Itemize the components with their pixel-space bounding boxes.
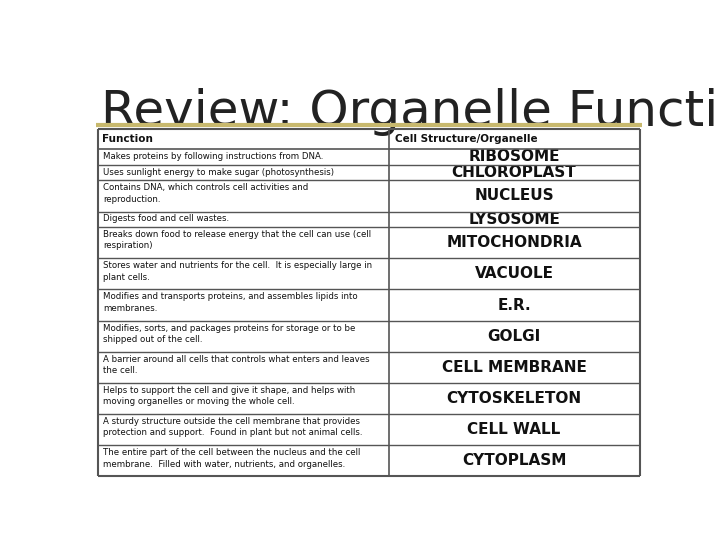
Text: NUCLEUS: NUCLEUS: [474, 188, 554, 204]
Text: VACUOLE: VACUOLE: [474, 266, 554, 281]
Text: Stores water and nutrients for the cell.  It is especially large in
plant cells.: Stores water and nutrients for the cell.…: [103, 261, 372, 282]
Text: CELL WALL: CELL WALL: [467, 422, 561, 437]
Text: Review: Organelle Functions: Review: Organelle Functions: [101, 87, 720, 136]
Text: Modifies, sorts, and packages proteins for storage or to be
shipped out of the c: Modifies, sorts, and packages proteins f…: [103, 323, 355, 344]
Text: CYTOSKELETON: CYTOSKELETON: [446, 391, 582, 406]
Text: Breaks down food to release energy that the cell can use (cell
respiration): Breaks down food to release energy that …: [103, 230, 371, 251]
Text: CHLOROPLAST: CHLOROPLAST: [451, 165, 577, 180]
Text: CYTOPLASM: CYTOPLASM: [462, 454, 566, 468]
Text: A barrier around all cells that controls what enters and leaves
the cell.: A barrier around all cells that controls…: [103, 355, 369, 375]
Text: Contains DNA, which controls cell activities and
reproduction.: Contains DNA, which controls cell activi…: [103, 183, 308, 204]
Text: LYSOSOME: LYSOSOME: [468, 212, 560, 227]
Text: Uses sunlight energy to make sugar (photosynthesis): Uses sunlight energy to make sugar (phot…: [103, 168, 334, 177]
Text: A sturdy structure outside the cell membrane that provides
protection and suppor: A sturdy structure outside the cell memb…: [103, 417, 362, 437]
Text: Makes proteins by following instructions from DNA.: Makes proteins by following instructions…: [103, 152, 323, 161]
Text: RIBOSOME: RIBOSOME: [468, 150, 560, 165]
Text: Helps to support the cell and give it shape, and helps with
moving organelles or: Helps to support the cell and give it sh…: [103, 386, 355, 406]
Text: E.R.: E.R.: [498, 298, 531, 313]
Text: Digests food and cell wastes.: Digests food and cell wastes.: [103, 214, 229, 224]
Text: Function: Function: [102, 134, 153, 144]
Text: Cell Structure/Organelle: Cell Structure/Organelle: [395, 134, 538, 144]
Text: Modifies and transports proteins, and assembles lipids into
membranes.: Modifies and transports proteins, and as…: [103, 292, 357, 313]
Text: GOLGI: GOLGI: [487, 329, 541, 343]
Text: MITOCHONDRIA: MITOCHONDRIA: [446, 235, 582, 250]
Text: The entire part of the cell between the nucleus and the cell
membrane.  Filled w: The entire part of the cell between the …: [103, 448, 360, 469]
Text: CELL MEMBRANE: CELL MEMBRANE: [441, 360, 587, 375]
